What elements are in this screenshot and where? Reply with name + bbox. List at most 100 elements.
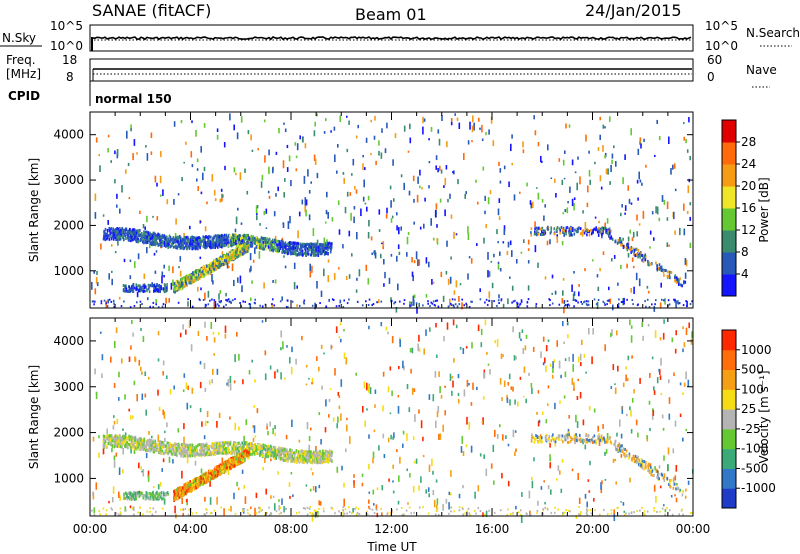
echo-cell: [547, 339, 550, 342]
echo-cell: [431, 279, 433, 285]
echo-cell: [646, 435, 648, 440]
echo-cell: [592, 228, 594, 232]
echo-cell: [236, 255, 238, 259]
echo-cell: [604, 344, 606, 352]
echo-cell: [620, 433, 623, 439]
echo-cell: [284, 377, 286, 380]
echo-cell: [105, 238, 108, 241]
echo-cell: [353, 216, 355, 224]
echo-cell: [409, 348, 412, 353]
echo-cell: [194, 460, 197, 466]
echo-cell: [314, 511, 317, 518]
echo-cell: [558, 227, 561, 231]
echo-cell: [616, 241, 619, 245]
echo-cell: [422, 116, 424, 124]
echo-cell: [655, 206, 657, 214]
echo-cell: [320, 290, 323, 298]
echo-cell: [217, 245, 219, 249]
echo-cell: [314, 244, 317, 248]
echo-cell: [129, 237, 131, 241]
echo-cell: [198, 269, 201, 273]
echo-cell: [355, 189, 358, 194]
echo-cell: [106, 232, 108, 236]
echo-cell: [128, 289, 131, 293]
echo-cell: [435, 479, 438, 483]
echo-cell: [374, 250, 376, 256]
echo-cell: [667, 275, 670, 278]
echo-cell: [173, 245, 176, 249]
echo-cell: [436, 498, 439, 505]
echo-cell: [620, 264, 622, 270]
echo-cell: [144, 393, 147, 398]
echo-cell: [422, 436, 424, 442]
echo-cell: [544, 357, 546, 364]
echo-cell: [412, 275, 414, 282]
echo-cell: [440, 169, 443, 174]
echo-cell: [675, 465, 678, 472]
echo-cell: [509, 240, 512, 246]
echo-cell: [678, 302, 681, 305]
echo-cell: [635, 419, 638, 426]
echo-cell: [155, 303, 157, 306]
echo-cell: [288, 155, 291, 162]
echo-cell: [204, 306, 207, 308]
echo-cell: [224, 243, 227, 247]
echo-cell: [135, 285, 138, 289]
echo-cell: [564, 209, 567, 213]
echo-cell: [554, 402, 556, 410]
echo-cell: [211, 379, 213, 384]
echo-cell: [120, 305, 123, 308]
echo-cell: [271, 243, 274, 247]
echo-cell: [188, 281, 190, 285]
echo-cell: [544, 276, 547, 280]
echo-cell: [674, 494, 676, 497]
echo-cell: [155, 285, 157, 289]
echo-cell: [121, 445, 123, 449]
echo-cell: [196, 273, 198, 277]
echo-cell: [296, 249, 298, 253]
echo-cell: [436, 299, 439, 302]
echo-cell: [171, 238, 173, 242]
echo-cell: [115, 238, 118, 241]
echo-cell: [573, 305, 575, 308]
echo-cell: [484, 301, 486, 304]
echo-cell: [663, 504, 665, 507]
echo-cell: [135, 283, 138, 287]
echo-cell: [577, 301, 579, 304]
echo-cell: [167, 246, 169, 249]
echo-cell: [280, 330, 282, 338]
echo-cell: [274, 371, 276, 379]
echo-cell: [370, 153, 372, 156]
echo-cell: [137, 229, 139, 233]
echo-cell: [319, 244, 321, 248]
echo-cell: [274, 243, 277, 247]
echo-cell: [568, 124, 571, 128]
echo-cell: [289, 243, 292, 247]
echo-cell: [613, 514, 616, 522]
echo-cell: [674, 348, 677, 354]
echo-cell: [174, 505, 176, 514]
echo-cell: [221, 259, 223, 263]
freq-tick-low: 8: [66, 70, 74, 84]
echo-cell: [365, 264, 368, 272]
echo-cell: [208, 235, 210, 239]
echo-cell: [227, 238, 230, 242]
echo-cell: [428, 464, 431, 473]
echo-cell: [636, 231, 638, 237]
echo-cell: [130, 447, 132, 454]
echo-cell: [213, 235, 215, 239]
echo-cell: [257, 246, 259, 249]
echo-cell: [292, 241, 295, 245]
echo-cell: [393, 198, 395, 202]
echo-cell: [282, 222, 285, 228]
echo-cell: [610, 386, 613, 389]
echo-cell: [131, 238, 133, 242]
echo-cell: [223, 508, 225, 516]
echo-cell: [388, 277, 391, 284]
echo-cell: [304, 197, 307, 204]
echo-cell: [264, 236, 266, 240]
echo-cell: [238, 238, 240, 241]
echo-cell: [214, 300, 217, 307]
echo-cell: [146, 289, 148, 293]
echo-cell: [143, 231, 145, 235]
